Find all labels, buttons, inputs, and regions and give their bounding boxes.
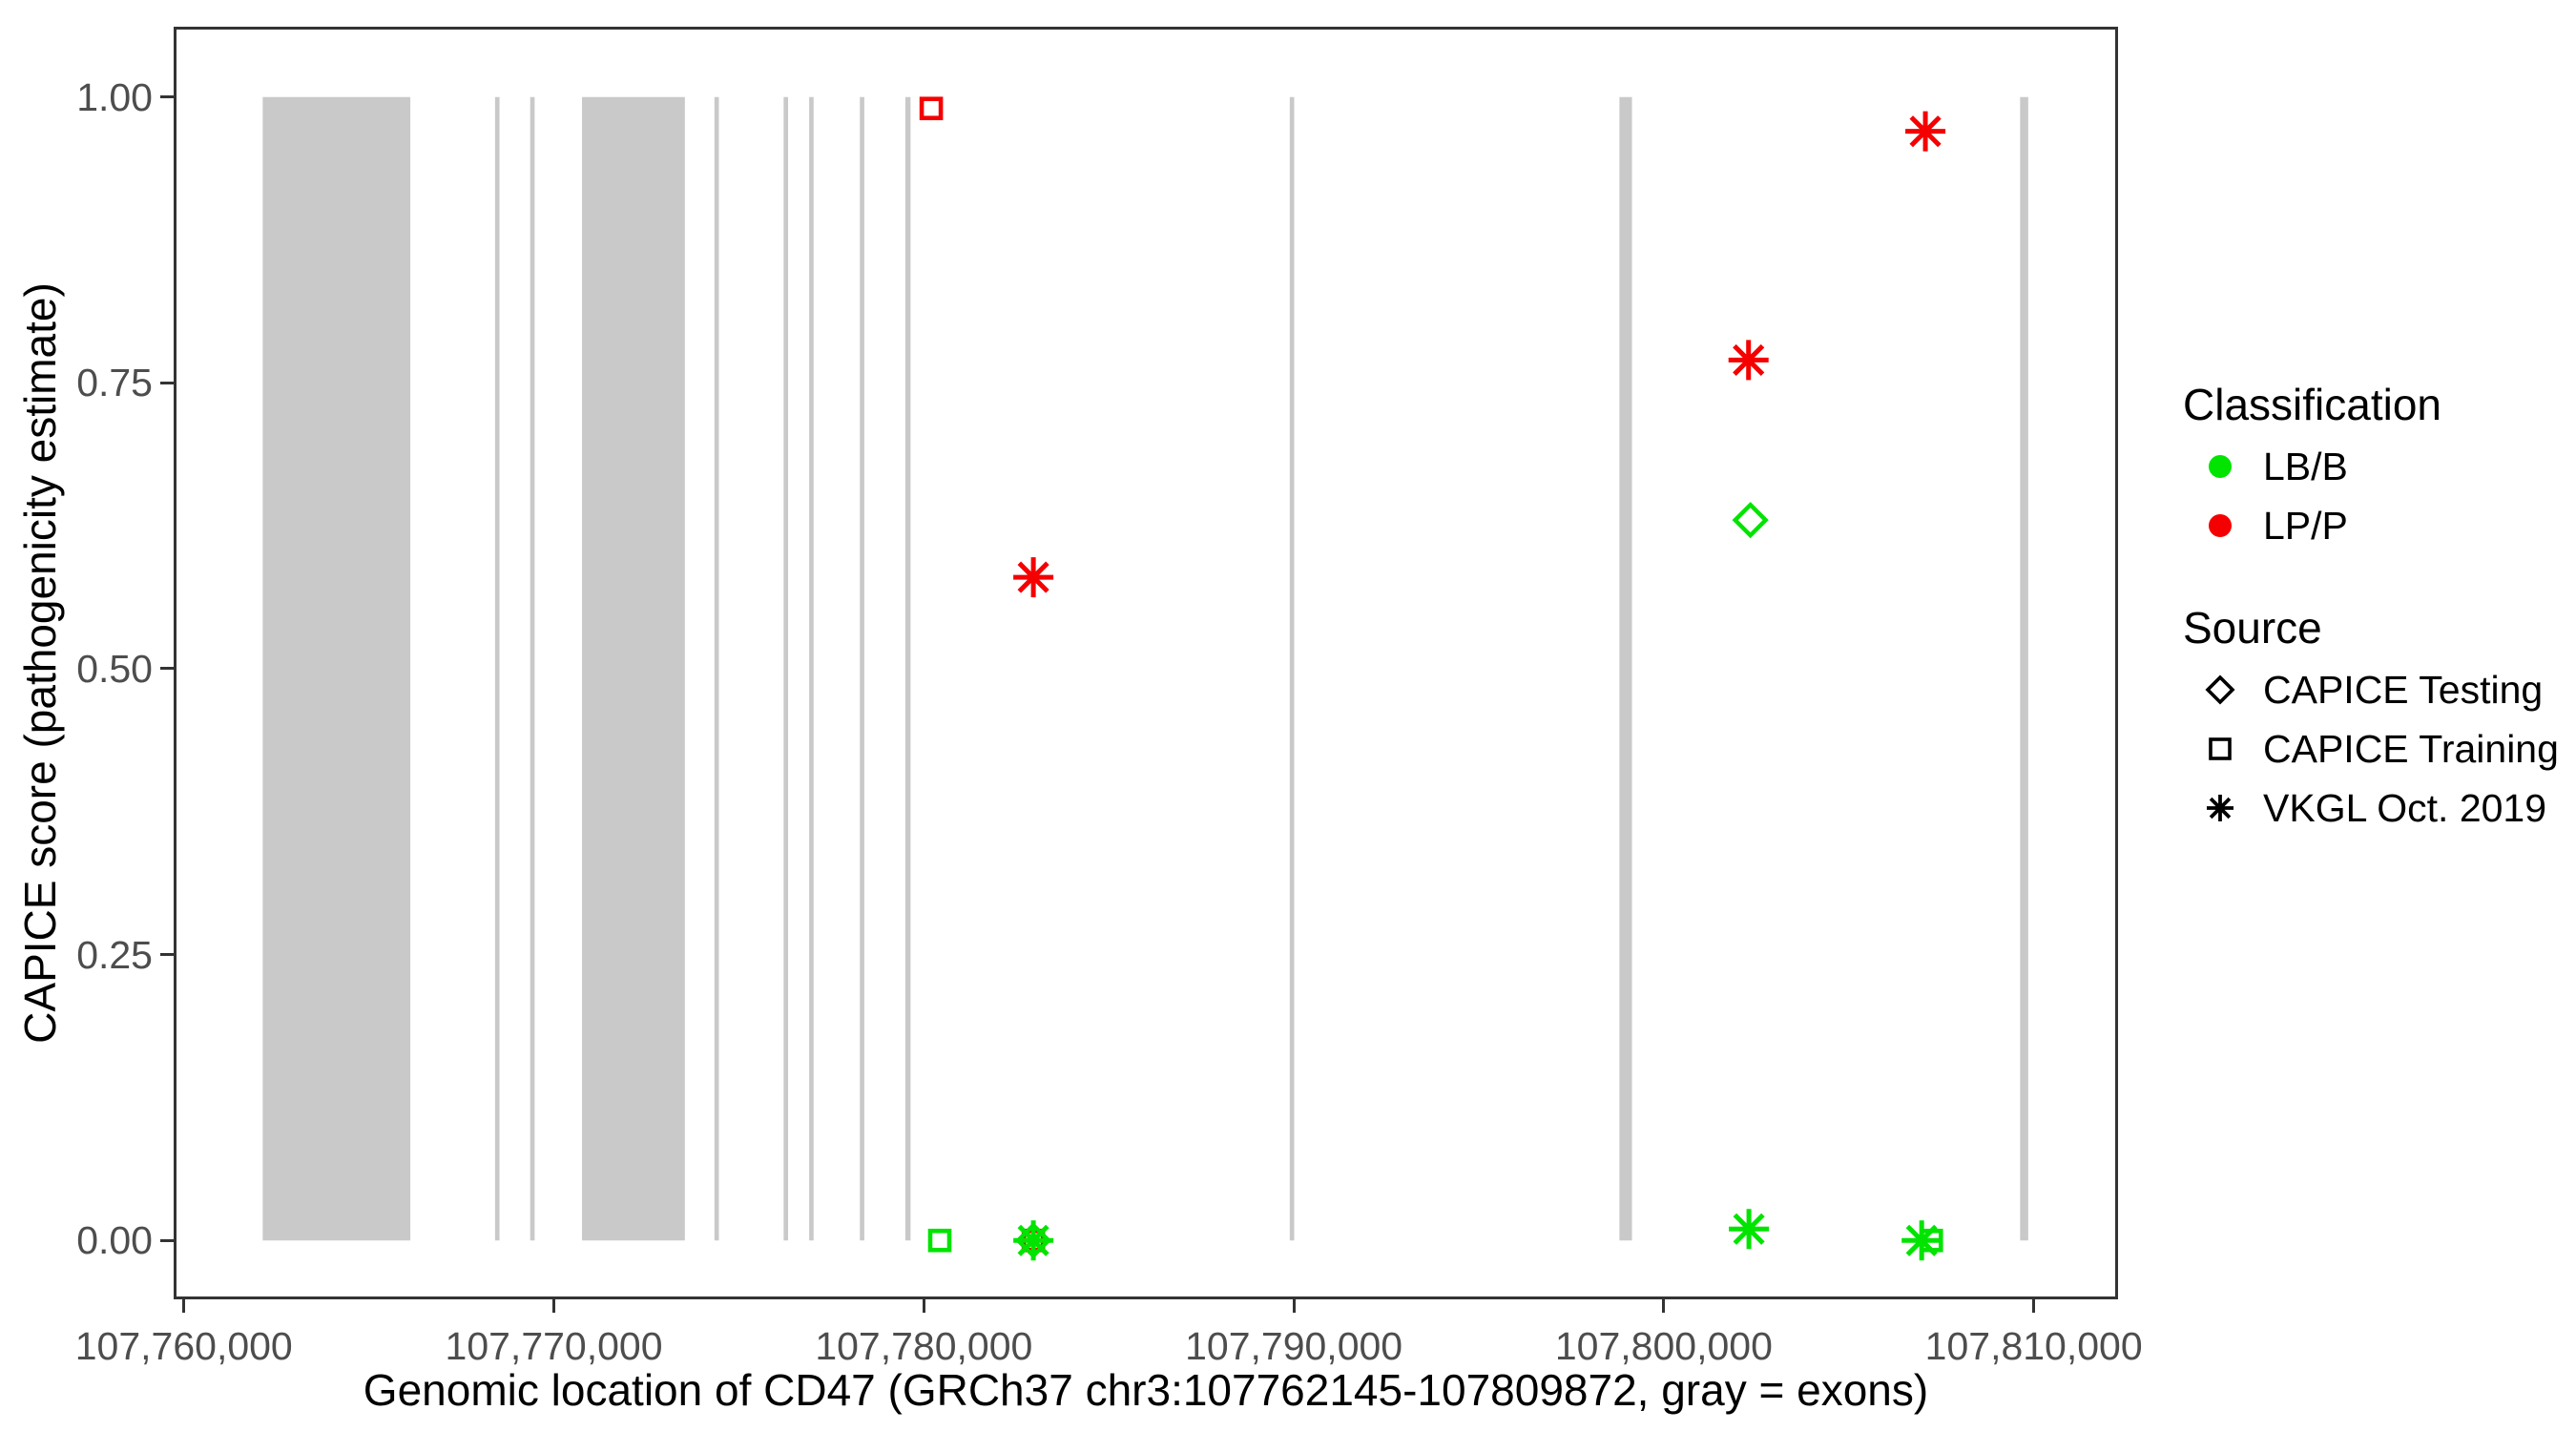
exon-bar — [2020, 96, 2028, 1241]
data-point-diamond — [1732, 502, 1769, 539]
exon-bar — [262, 96, 411, 1241]
legend-classification-items: LB/B LP/P — [2183, 443, 2574, 550]
y-tick-mark — [160, 381, 174, 384]
circle-swatch-icon — [2209, 514, 2232, 537]
legend-glyph — [2209, 737, 2232, 760]
exon-bar — [530, 96, 535, 1241]
data-point-asterisk — [1905, 111, 1946, 152]
legend-glyph — [2209, 514, 2232, 537]
y-tick-mark — [160, 953, 174, 957]
x-tick-label: 107,760,000 — [74, 1324, 293, 1368]
legend-item-label: LP/P — [2263, 503, 2348, 548]
circle-swatch-icon — [2209, 455, 2232, 478]
y-tick-label: 0.25 — [76, 932, 153, 977]
legend-item-source-2: VKGL Oct. 2019 — [2183, 784, 2574, 832]
data-point-square — [927, 1228, 952, 1253]
x-tick-mark — [922, 1299, 925, 1313]
data-point-asterisk — [1013, 557, 1054, 598]
legend-item-label: CAPICE Testing — [2263, 667, 2544, 712]
plot-canvas — [262, 96, 2028, 1261]
exon-bar — [494, 96, 500, 1241]
legend-source-items: CAPICE Testing CAPICE Training VKGL Oct. 2… — [2183, 666, 2574, 832]
legend: Classification LB/B LP/P Source CAPICE Te… — [2183, 380, 2574, 843]
exon-bar — [904, 96, 911, 1241]
x-tick-label: 107,810,000 — [1924, 1324, 2143, 1368]
data-point-square — [1919, 1228, 1943, 1253]
y-tick-label: 0.50 — [76, 646, 153, 691]
exon-bar — [714, 96, 719, 1241]
data-point-asterisk — [1013, 1220, 1054, 1261]
legend-item-source-1: CAPICE Training — [2183, 725, 2574, 773]
exon-bar — [1289, 96, 1295, 1241]
y-tick-mark — [160, 1238, 174, 1242]
x-tick-label: 107,790,000 — [1185, 1324, 1403, 1368]
legend-item-label: LB/B — [2263, 444, 2348, 488]
y-tick-mark — [160, 667, 174, 671]
x-tick-mark — [1662, 1299, 1666, 1313]
y-tick-label: 0.00 — [76, 1218, 153, 1263]
legend-glyph — [2207, 795, 2233, 821]
legend-item-classification-1: LP/P — [2183, 502, 2574, 550]
x-tick-label: 107,780,000 — [815, 1324, 1033, 1368]
exon-bar — [582, 96, 685, 1241]
x-tick-label: 107,800,000 — [1554, 1324, 1773, 1368]
x-tick-mark — [182, 1299, 186, 1313]
y-tick-label: 0.75 — [76, 361, 153, 405]
legend-glyph — [2209, 455, 2232, 478]
exon-bar — [809, 96, 814, 1241]
legend-source-title: Source — [2183, 603, 2322, 653]
exon-bar — [860, 96, 864, 1241]
y-tick-mark — [160, 95, 174, 99]
x-tick-mark — [2032, 1299, 2036, 1313]
x-tick-mark — [1292, 1299, 1296, 1313]
square-glyph-icon — [2209, 737, 2232, 760]
exon-bar — [783, 96, 789, 1241]
x-tick-label: 107,770,000 — [445, 1324, 663, 1368]
legend-item-classification-0: LB/B — [2183, 443, 2574, 490]
y-tick-label: 1.00 — [76, 74, 153, 119]
x-tick-mark — [552, 1299, 556, 1313]
legend-item-source-0: CAPICE Testing — [2183, 666, 2574, 714]
exon-bar — [1619, 96, 1632, 1241]
data-point-asterisk — [1728, 340, 1769, 381]
data-point-square — [919, 96, 944, 121]
asterisk-glyph-icon — [2207, 795, 2233, 821]
legend-item-label: VKGL Oct. 2019 — [2263, 785, 2547, 830]
x-axis-title: Genomic location of CD47 (GRCh37 chr3:10… — [363, 1365, 1929, 1415]
data-point-asterisk — [1729, 1209, 1770, 1250]
legend-classification-title: Classification — [2183, 380, 2441, 429]
legend-glyph — [2205, 674, 2235, 705]
diamond-glyph-icon — [2205, 674, 2235, 705]
legend-item-label: CAPICE Training — [2263, 726, 2559, 771]
plot-panel — [174, 27, 2118, 1299]
